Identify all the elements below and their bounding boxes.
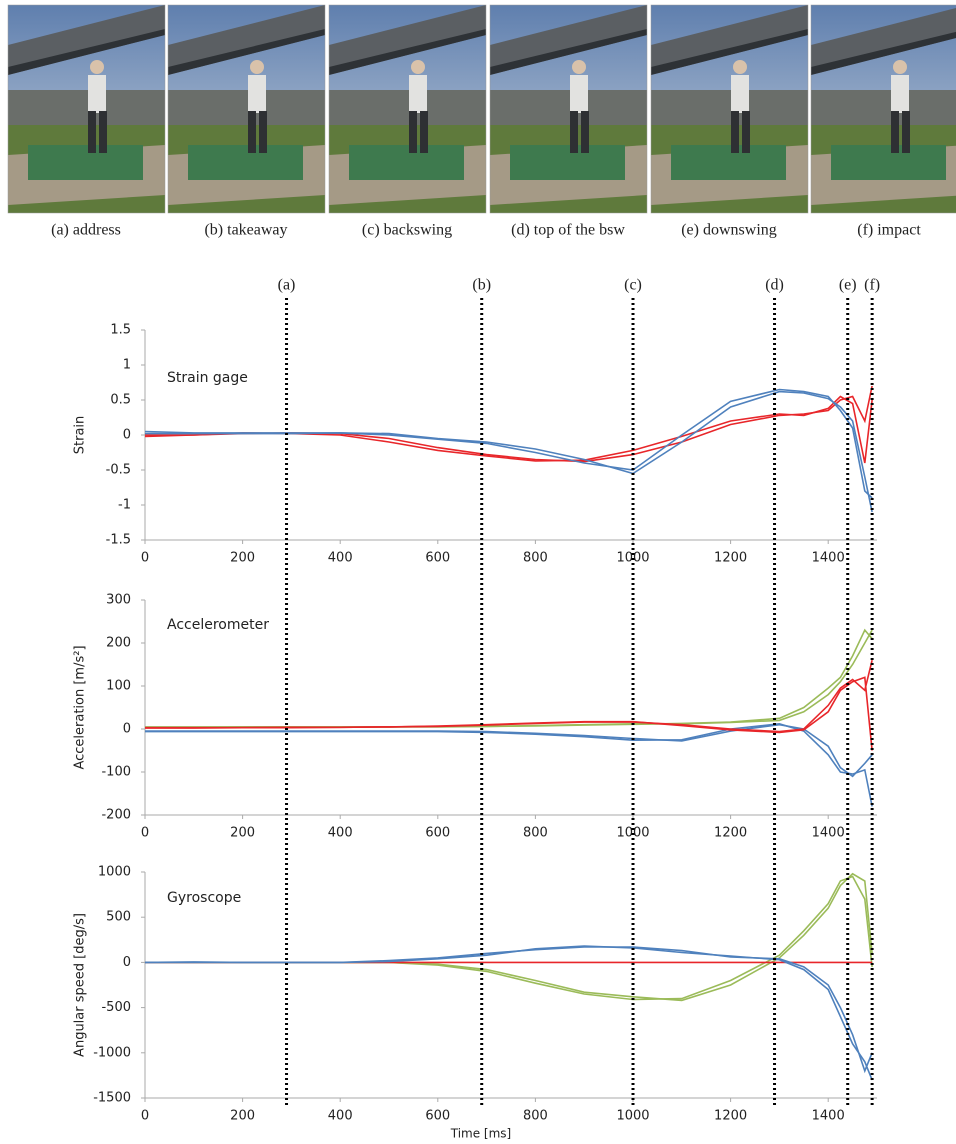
x-tick-label: 400	[328, 826, 353, 841]
y-tick-label: -200	[101, 808, 131, 823]
x-tick-label: 1200	[714, 826, 747, 841]
x-tick-label: 600	[425, 826, 450, 841]
photo-caption: (b) takeaway	[204, 222, 287, 239]
x-axis-label: Time [ms]	[450, 1127, 512, 1141]
x-tick-label: 0	[141, 826, 149, 841]
x-tick-label: 600	[425, 551, 450, 566]
series-line	[145, 630, 872, 727]
y-tick-label: 500	[106, 910, 131, 925]
x-tick-label: 800	[523, 826, 548, 841]
x-tick-label: 0	[141, 1109, 149, 1124]
figure: (a) address (b) takeaway (c) backswing (d) …	[0, 0, 956, 1144]
series-line	[145, 630, 872, 727]
y-tick-label: 0	[123, 955, 131, 970]
series-line	[145, 877, 872, 1000]
photo	[168, 5, 325, 213]
photo	[490, 5, 647, 213]
y-tick-label: -100	[101, 765, 131, 780]
x-tick-label: 1200	[714, 1109, 747, 1124]
y-axis-label: Acceleration [m/s²]	[73, 645, 88, 769]
x-tick-label: 800	[523, 551, 548, 566]
x-tick-label: 400	[328, 551, 353, 566]
y-tick-label: -1.5	[106, 533, 131, 548]
phase-label: (c)	[624, 277, 642, 294]
x-tick-label: 1000	[616, 1109, 649, 1124]
y-axis-label: Angular speed [deg/s]	[73, 913, 88, 1057]
y-tick-label: 0.5	[110, 393, 131, 408]
chart-title: Accelerometer	[167, 617, 269, 633]
series-line	[145, 392, 872, 512]
chart-title: Strain gage	[167, 370, 248, 386]
y-tick-label: 0	[123, 722, 131, 737]
phase-label: (b)	[472, 277, 491, 294]
x-tick-label: 800	[523, 1109, 548, 1124]
y-tick-label: 1000	[98, 865, 131, 880]
phase-label: (d)	[765, 277, 784, 294]
x-tick-label: 200	[230, 826, 255, 841]
x-tick-label: 1400	[812, 826, 845, 841]
photo	[8, 5, 165, 213]
photo-caption: (c) backswing	[362, 222, 452, 239]
y-tick-label: -0.5	[106, 463, 131, 478]
y-tick-label: -1500	[93, 1091, 131, 1106]
photo	[811, 5, 956, 213]
phase-label: (a)	[278, 277, 296, 294]
y-tick-label: -500	[101, 1000, 131, 1015]
y-tick-label: -1	[118, 498, 131, 513]
photo-caption: (d) top of the bsw	[511, 222, 625, 239]
y-tick-label: 1	[123, 358, 131, 373]
y-axis-label: Strain	[73, 416, 88, 455]
photo	[329, 5, 486, 213]
x-tick-label: 1200	[714, 551, 747, 566]
series-line	[145, 724, 872, 807]
y-tick-label: -1000	[93, 1045, 131, 1060]
photo-caption: (f) impact	[857, 222, 921, 239]
y-tick-label: 1.5	[110, 323, 131, 338]
series-line	[145, 677, 872, 750]
phase-label: (f)	[864, 277, 880, 294]
y-tick-label: 300	[106, 593, 131, 608]
chart-title: Gyroscope	[167, 890, 241, 906]
x-tick-label: 1400	[812, 551, 845, 566]
photo-caption: (e) downswing	[681, 222, 777, 239]
series-line	[145, 874, 872, 1001]
x-tick-label: 200	[230, 1109, 255, 1124]
photo	[651, 5, 808, 213]
x-tick-label: 200	[230, 551, 255, 566]
phase-label: (e)	[839, 277, 857, 294]
y-tick-label: 100	[106, 679, 131, 694]
photo-caption: (a) address	[51, 222, 121, 239]
x-tick-label: 0	[141, 551, 149, 566]
series-line	[145, 947, 872, 1071]
x-tick-label: 400	[328, 1109, 353, 1124]
y-tick-label: 0	[123, 428, 131, 443]
y-tick-label: 200	[106, 636, 131, 651]
series-line	[145, 390, 872, 499]
series-line	[145, 397, 872, 464]
x-tick-label: 1400	[812, 1109, 845, 1124]
x-tick-label: 600	[425, 1109, 450, 1124]
photo-strip	[8, 5, 956, 213]
